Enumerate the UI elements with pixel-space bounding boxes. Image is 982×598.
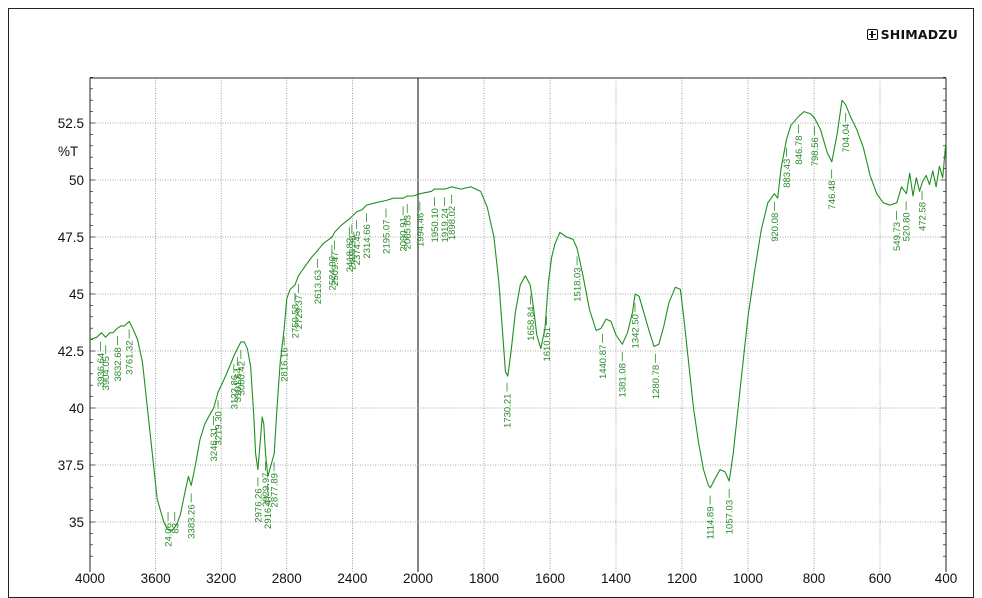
peak-label: 3383.26 — [187, 504, 198, 538]
peak-label: 2729.37 — [294, 295, 305, 329]
x-tick-label: 1400 — [601, 571, 631, 585]
y-tick-label: 40 — [69, 401, 84, 416]
peak-label: 472.58 — [918, 202, 929, 231]
peak-label: 746.48 — [827, 180, 838, 209]
peak-label: 2195.07 — [382, 220, 393, 254]
peak-label: 1730.21 — [503, 394, 514, 428]
x-tick-label: 2800 — [272, 571, 302, 585]
x-tick-label: 1600 — [535, 571, 565, 585]
x-tick-label: 2000 — [403, 571, 433, 585]
peak-label: 520.80 — [902, 212, 913, 241]
peak-label: 1994.46 — [415, 213, 426, 247]
y-axis-title: %T — [58, 144, 78, 159]
peak-label: 3761.32 — [125, 340, 136, 374]
peak-label: 883.43 — [782, 159, 793, 188]
peak-label: 846.78 — [794, 136, 805, 165]
peak-label: 1114.89 — [706, 507, 717, 540]
x-tick-label: 1200 — [667, 571, 697, 585]
peak-label: 1898.02 — [447, 206, 458, 240]
x-tick-label: 4000 — [75, 571, 105, 585]
x-tick-label: 2400 — [337, 571, 367, 585]
peak-label: 2877.89 — [270, 473, 281, 507]
y-tick-label: 45 — [69, 287, 84, 302]
peak-label: 2065.83 — [403, 215, 414, 249]
y-tick-label: 52.5 — [58, 116, 84, 131]
x-tick-label: 400 — [935, 571, 958, 585]
peak-label: 3832.68 — [113, 347, 124, 381]
peak-label: 1342.50 — [631, 314, 642, 348]
x-tick-label: 800 — [803, 571, 826, 585]
x-tick-label: 3600 — [141, 571, 171, 585]
x-tick-label: 1800 — [469, 571, 499, 585]
y-tick-label: 35 — [69, 515, 84, 530]
x-tick-label: 1000 — [733, 571, 763, 585]
peak-label: 920.08 — [770, 213, 781, 242]
peak-label: 3080.42 — [236, 361, 247, 395]
x-tick-label: 600 — [869, 571, 892, 585]
y-tick-label: 47.5 — [58, 230, 84, 245]
x-tick-label: 3200 — [206, 571, 236, 585]
peak-label: 1057.03 — [725, 500, 736, 534]
peak-label: 1440.87 — [598, 345, 609, 379]
peak-label: 3219.30 — [214, 411, 225, 445]
peak-label: 2613.63 — [313, 270, 324, 304]
y-tick-label: 50 — [69, 173, 84, 188]
peak-label: 2509.47 — [330, 252, 341, 286]
peak-label: 2314.66 — [362, 224, 373, 258]
y-tick-label: 42.5 — [58, 344, 84, 359]
y-tick-label: 37.5 — [58, 458, 84, 473]
peak-label: 704.04 — [841, 124, 852, 153]
peak-label: 3904.05 — [101, 356, 112, 390]
peak-label: 1280.78 — [651, 365, 662, 399]
peak-label: 1381.08 — [618, 363, 629, 397]
peak-label: 798.56 — [810, 137, 821, 166]
ir-spectrum-chart: 4000 3600 3200 2800 2400 2000 1800 1600 1400 1200… — [0, 0, 982, 585]
peak-label: 83 — [170, 523, 181, 534]
